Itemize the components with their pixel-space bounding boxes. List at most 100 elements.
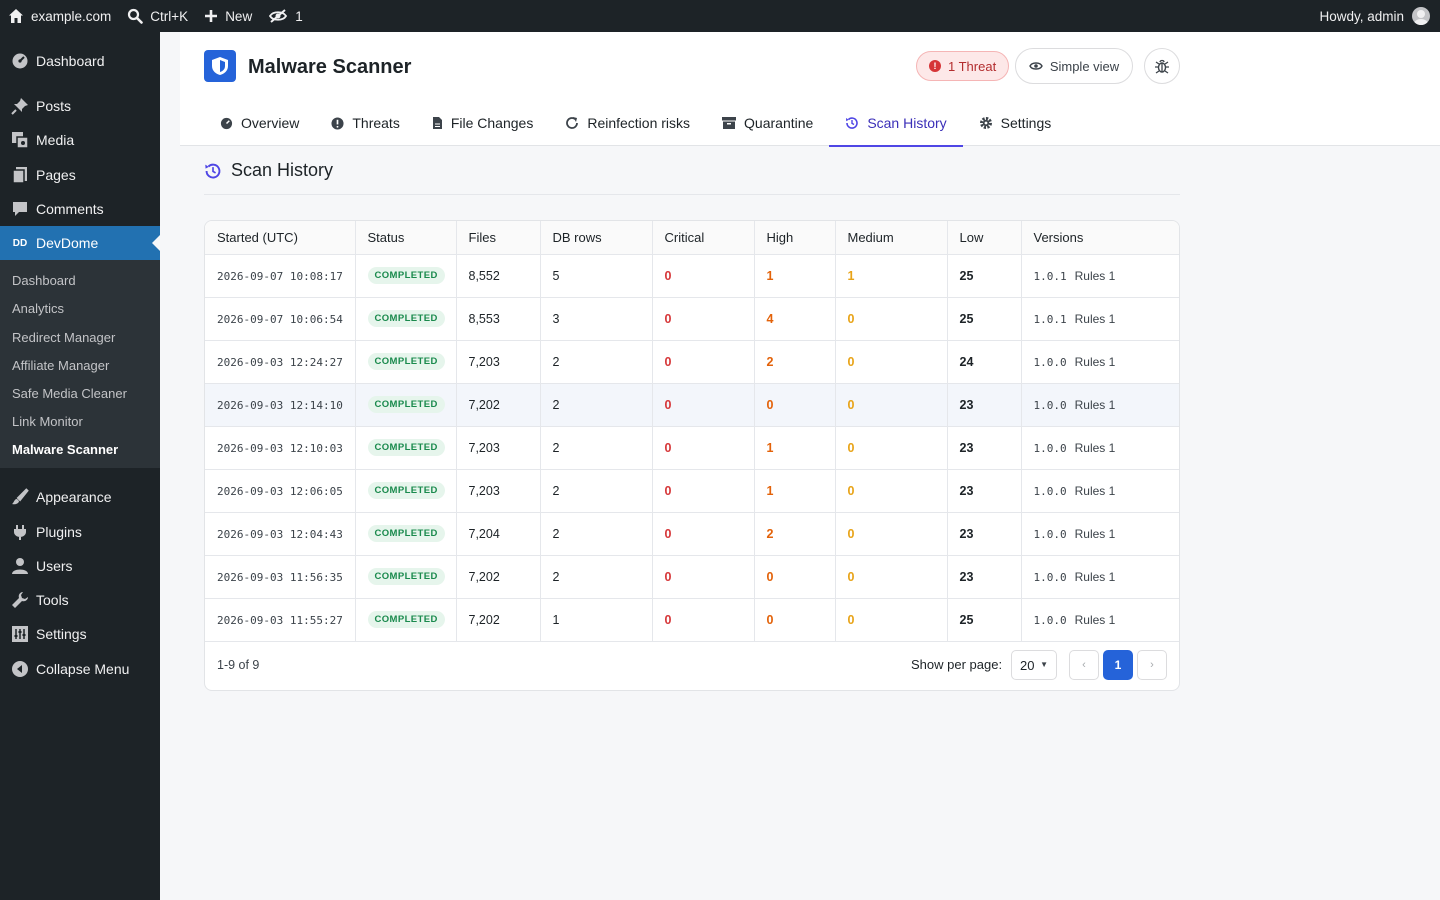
files-count: 8,553 [468,311,500,326]
column-header[interactable]: Started (UTC) [205,221,356,255]
bug-icon [1155,59,1169,74]
table-cell: COMPLETED [355,254,457,298]
threat-count-badge[interactable]: ! 1 Threat [916,51,1010,81]
refresh-icon [566,117,579,129]
table-cell: 2026-09-03 12:10:03 [205,426,356,470]
prev-page-button[interactable]: ‹ [1069,650,1099,680]
column-header[interactable]: DB rows [540,221,653,255]
table-row[interactable]: 2026-09-07 10:06:54 COMPLETED 8,553 3 0 4 0 25 1… [205,297,1179,341]
submenu-link-monitor[interactable]: Link Monitor [12,414,83,429]
tab-threats[interactable]: Threats [315,100,415,146]
table-row[interactable]: 2026-09-07 10:08:17 COMPLETED 8,552 5 0 1 1 25 1… [205,254,1179,298]
file-icon [432,117,442,129]
table-cell: 2026-09-03 11:56:35 [205,555,356,599]
column-header[interactable]: Critical [652,221,755,255]
table-cell: 2026-09-03 12:14:10 [205,383,356,427]
howdy-text: Howdy, admin [1319,8,1404,24]
menu-users[interactable]: Users [0,549,160,583]
threat-count-label: 1 Threat [948,58,997,74]
tab-file-changes[interactable]: File Changes [416,100,550,146]
submenu-affiliate-manager[interactable]: Affiliate Manager [12,358,110,373]
menu-devdome[interactable]: DD DevDome [0,226,160,260]
collapse-menu-button[interactable]: Collapse Menu [0,652,160,686]
history-icon [846,117,859,129]
menu-settings[interactable]: Settings [0,617,160,651]
menu-pages[interactable]: Pages [0,158,160,192]
page-1-button[interactable]: 1 [1103,650,1133,680]
high-count: 4 [766,311,774,326]
table-cell: COMPLETED [355,512,457,556]
table-cell: 2026-09-03 12:04:43 [205,512,356,556]
critical-count: 0 [664,612,672,627]
table-cell: 0 [754,598,836,642]
menu-dashboard[interactable]: Dashboard [0,44,160,78]
table-cell: 1.0.0 Rules 1 [1021,555,1179,599]
plugin-header: Malware Scanner ! 1 Threat Simple view O… [180,32,1440,147]
tab-settings-label: Settings [1000,115,1052,131]
column-header[interactable]: High [754,221,836,255]
column-header[interactable]: Versions [1021,221,1179,255]
table-cell: 1.0.0 Rules 1 [1021,598,1179,642]
table-cell: COMPLETED [355,426,457,470]
submenu-analytics[interactable]: Analytics [12,301,65,316]
submenu-dashboard[interactable]: Dashboard [12,273,76,288]
column-header[interactable]: Medium [835,221,948,255]
column-header[interactable]: Files [456,221,541,255]
tab-scan-history-label: Scan History [867,115,947,131]
wrench-icon [12,592,28,608]
search-icon [128,8,144,24]
high-count: 2 [766,354,774,369]
scan-start-time: 2026-09-03 11:56:35 [217,570,343,584]
files-count: 7,202 [468,569,500,584]
table-cell: 0 [835,383,948,427]
db-rows-count: 3 [552,311,560,326]
table-cell: 1.0.1 Rules 1 [1021,297,1179,341]
table-row[interactable]: 2026-09-03 12:04:43 COMPLETED 7,204 2 0 2 0 23 1… [205,512,1179,556]
tab-reinfection-risks[interactable]: Reinfection risks [549,100,706,146]
menu-plugins-label: Plugins [36,524,82,540]
submenu-safe-media-cleaner[interactable]: Safe Media Cleaner [12,386,127,401]
db-rows-count: 2 [552,569,560,584]
site-link[interactable]: example.com [0,0,119,32]
table-cell: 0 [835,598,948,642]
next-page-button[interactable]: › [1137,650,1167,680]
scan-start-time: 2026-09-07 10:08:17 [217,269,343,283]
menu-media[interactable]: Media [0,123,160,157]
column-header[interactable]: Low [947,221,1022,255]
simple-view-button[interactable]: Simple view [1015,48,1133,84]
rules-version: Rules 1 [1074,526,1116,541]
menu-dashboard-label: Dashboard [36,53,105,69]
column-header[interactable]: Status [355,221,457,255]
new-content-button[interactable]: New [196,0,260,32]
tab-overview[interactable]: Overview [204,100,315,146]
visibility-toggle[interactable]: 1 [260,0,311,32]
table-cell: COMPLETED [355,555,457,599]
table-row[interactable]: 2026-09-03 12:24:27 COMPLETED 7,203 2 0 2 0 24 1… [205,340,1179,384]
account-menu[interactable]: Howdy, admin [1311,0,1440,32]
submenu-malware-scanner[interactable]: Malware Scanner [12,442,119,457]
menu-appearance[interactable]: Appearance [0,480,160,514]
debug-button[interactable] [1144,48,1180,84]
table-cell: 2026-09-03 12:06:05 [205,469,356,513]
table-row[interactable]: 2026-09-03 12:14:10 COMPLETED 7,202 2 0 0 0 23 1… [205,383,1179,427]
search-shortcut[interactable]: Ctrl+K [119,0,196,32]
table-row[interactable]: 2026-09-03 11:56:35 COMPLETED 7,202 2 0 0 0 23 1… [205,555,1179,599]
table-row[interactable]: 2026-09-03 11:55:27 COMPLETED 7,202 1 0 0 0 25 1… [205,598,1179,642]
menu-plugins[interactable]: Plugins [0,515,160,549]
menu-posts[interactable]: Posts [0,89,160,123]
table-row[interactable]: 2026-09-03 12:10:03 COMPLETED 7,203 2 0 1 0 23 1… [205,426,1179,470]
tab-quarantine[interactable]: Quarantine [706,100,829,146]
tab-settings[interactable]: Settings [963,100,1068,146]
menu-tools[interactable]: Tools [0,583,160,617]
table-cell: 1 [754,254,836,298]
files-count: 7,203 [468,354,500,369]
per-page-select[interactable]: 20 ▼ [1011,650,1057,680]
menu-comments[interactable]: Comments [0,192,160,226]
table-cell: 0 [652,254,755,298]
table-cell: 0 [835,555,948,599]
submenu-redirect-manager[interactable]: Redirect Manager [12,330,116,345]
table-cell: 2026-09-03 12:24:27 [205,340,356,384]
table-row[interactable]: 2026-09-03 12:06:05 COMPLETED 7,203 2 0 1 0 23 1… [205,469,1179,513]
tab-scan-history[interactable]: Scan History [829,100,964,147]
table-cell: 8,553 [456,297,541,341]
